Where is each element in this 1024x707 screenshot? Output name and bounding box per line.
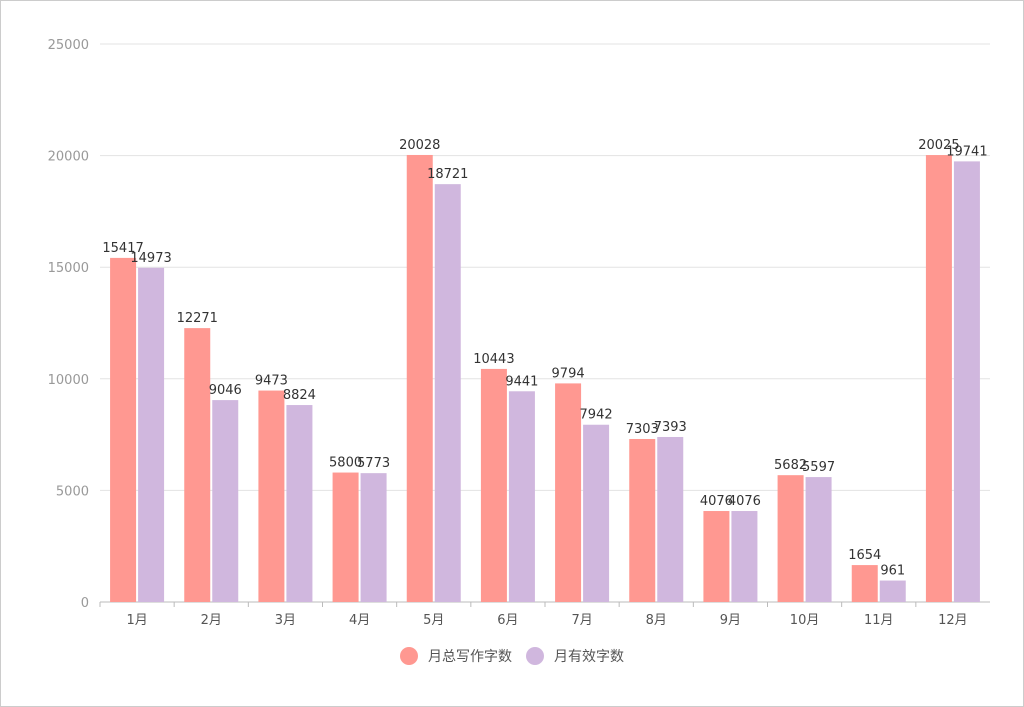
bar[interactable] [953,161,980,603]
data-label: 961 [880,564,905,579]
data-label: 8824 [283,388,316,403]
bar[interactable] [925,155,952,603]
data-label: 20025 [918,138,959,153]
legend-dot-total [400,647,418,665]
bar[interactable] [138,267,165,602]
x-tick-label: 3月 [275,613,296,628]
bar[interactable] [258,390,285,602]
legend: 月总写作字数 月有效字数 [1,646,1023,666]
y-tick-label: 5000 [56,484,89,499]
x-tick-label: 8月 [646,613,667,628]
bar[interactable] [851,565,878,602]
bar[interactable] [777,475,804,602]
legend-dot-effective [526,647,544,665]
data-label: 12271 [177,311,218,326]
data-label: 1654 [848,548,881,563]
bar[interactable] [110,257,137,602]
data-label: 4076 [728,494,761,509]
data-label: 7942 [580,408,613,423]
bar[interactable] [286,405,313,602]
data-label: 5800 [329,456,362,471]
bar[interactable] [555,383,582,602]
y-tick-label: 20000 [48,150,89,165]
bar[interactable] [332,472,359,602]
bar[interactable] [629,438,656,602]
data-label: 9046 [209,383,242,398]
x-tick-label: 4月 [349,613,370,628]
bar[interactable] [583,424,610,602]
legend-label-effective: 月有效字数 [554,649,624,665]
x-tick-label: 5月 [423,613,444,628]
data-label: 9473 [255,374,288,389]
legend-label-total: 月总写作字数 [428,649,512,665]
legend-item-total[interactable]: 月总写作字数 [400,646,512,666]
bar[interactable] [703,511,730,602]
data-label: 5682 [774,458,807,473]
bar[interactable] [212,400,239,602]
x-tick-label: 9月 [720,613,741,628]
data-label: 19741 [946,144,987,159]
y-tick-label: 15000 [48,261,89,276]
bar[interactable] [184,328,211,602]
x-tick-label: 12月 [938,613,968,628]
bar[interactable] [805,477,832,602]
data-label: 7303 [626,422,659,437]
y-tick-label: 0 [81,596,89,611]
bar[interactable] [360,473,387,602]
x-tick-label: 10月 [790,613,820,628]
data-label: 9794 [552,366,585,381]
y-tick-label: 10000 [48,373,89,388]
bar[interactable] [434,184,461,602]
x-tick-label: 11月 [864,613,894,628]
data-label: 20028 [399,138,440,153]
data-label: 10443 [473,352,514,367]
bar[interactable] [508,391,535,602]
bar[interactable] [879,580,906,602]
data-label: 18721 [427,167,468,182]
bar[interactable] [731,511,758,602]
bar[interactable] [657,436,684,602]
bar[interactable] [406,154,433,602]
x-tick-label: 1月 [126,613,147,628]
x-tick-label: 6月 [497,613,518,628]
bar[interactable] [480,368,507,602]
data-label: 14973 [130,251,171,266]
data-label: 5773 [357,456,390,471]
data-label: 5597 [802,460,835,475]
data-label: 4076 [700,494,733,509]
data-label: 9441 [505,374,538,389]
legend-item-effective[interactable]: 月有效字数 [526,646,624,666]
data-label: 15417 [102,241,143,256]
data-label: 7393 [654,420,687,435]
y-tick-label: 25000 [48,38,89,53]
x-tick-label: 2月 [201,613,222,628]
x-tick-label: 7月 [571,613,592,628]
